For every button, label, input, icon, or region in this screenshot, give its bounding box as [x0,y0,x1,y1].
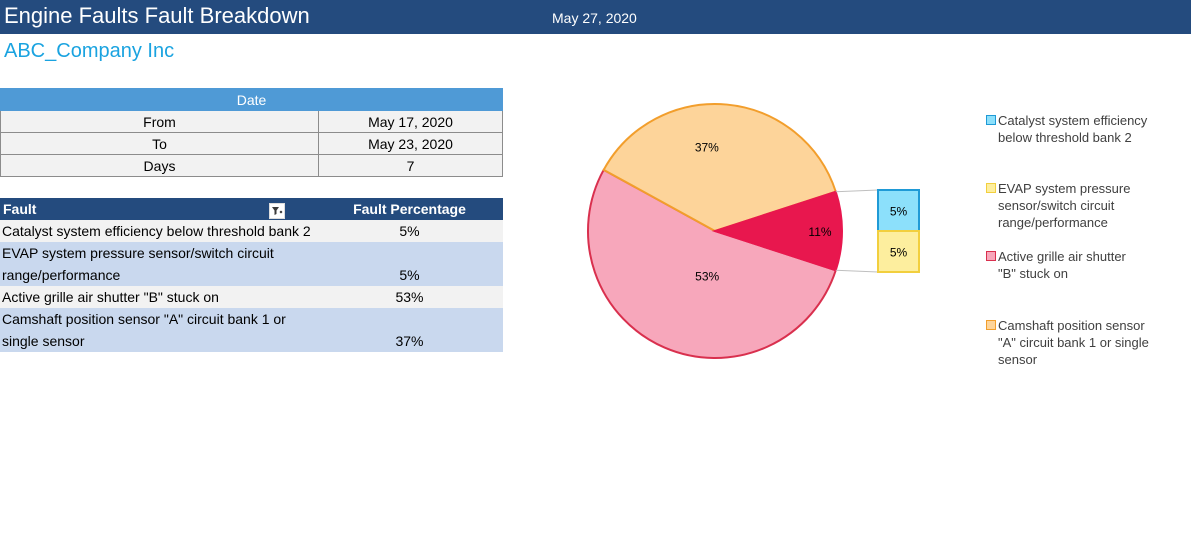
fault-name: EVAP system pressure sensor/switch circu… [0,242,316,286]
legend-item-0: Catalyst system efficiency below thresho… [986,112,1150,146]
page-title: Engine Faults Fault Breakdown [4,3,310,28]
fault-table: Fault Fault Percentage Catalyst system e… [0,198,503,352]
legend-swatch-0 [986,115,996,125]
date-label: Days [0,154,319,177]
data-label-other: 11% [808,225,831,239]
date-row-days: Days 7 [0,154,503,177]
pie-slice-other [711,190,843,272]
date-value: May 23, 2020 [318,132,503,155]
date-label: To [0,132,319,155]
fault-name: Catalyst system efficiency below thresho… [0,220,316,242]
fault-column-label: Fault [3,201,37,217]
connector-line [835,189,879,193]
bar-segment-evap [877,230,920,273]
legend-label: Camshaft position sensor "A" circuit ban… [998,318,1149,367]
fault-name: Camshaft position sensor "A" circuit ban… [0,308,316,352]
date-row-to: To May 23, 2020 [0,132,503,155]
date-table-header: Date [0,88,503,111]
pct-column-header: Fault Percentage [316,198,503,220]
legend-item-3: Camshaft position sensor "A" circuit ban… [986,317,1153,368]
fault-pct: 37% [316,308,503,352]
pie-slice-camshaft [602,103,838,233]
legend-label: Catalyst system efficiency below thresho… [998,113,1148,145]
data-label-camshaft: 37% [695,140,719,154]
fault-pct: 5% [316,242,503,286]
filter-button[interactable] [269,203,285,219]
table-row: Camshaft position sensor "A" circuit ban… [0,308,503,352]
fault-name: Active grille air shutter "B" stuck on [0,286,316,308]
filter-icon [272,207,283,215]
legend-swatch-2 [986,251,996,261]
company-name: ABC_Company Inc [4,40,175,62]
legend-swatch-3 [986,320,996,330]
fault-pct: 53% [316,286,503,308]
fault-column-header: Fault [0,198,316,220]
legend-label: EVAP system pressure sensor/switch circu… [998,181,1131,230]
date-value: 7 [318,154,503,177]
fault-pct: 5% [316,220,503,242]
title-bar: Engine Faults Fault Breakdown May 27, 20… [0,0,1191,34]
data-label-active-grille: 53% [695,269,719,283]
connector-line [835,269,879,273]
data-label-catalyst: 5% [890,205,908,219]
legend-label: Active grille air shutter "B" stuck on [998,249,1126,281]
table-row: Active grille air shutter "B" stuck on 5… [0,286,503,308]
date-table: Date From May 17, 2020 To May 23, 2020 D… [0,88,503,177]
data-label-evap: 5% [890,246,908,260]
legend-item-1: EVAP system pressure sensor/switch circu… [986,180,1150,231]
legend-item-2: Active grille air shutter "B" stuck on [986,248,1138,282]
table-row: EVAP system pressure sensor/switch circu… [0,242,503,286]
table-row: Catalyst system efficiency below thresho… [0,220,503,242]
pie-slice-active-grille [587,168,838,359]
legend-swatch-1 [986,183,996,193]
report-date: May 27, 2020 [552,10,637,26]
fault-table-header: Fault Fault Percentage [0,198,503,220]
